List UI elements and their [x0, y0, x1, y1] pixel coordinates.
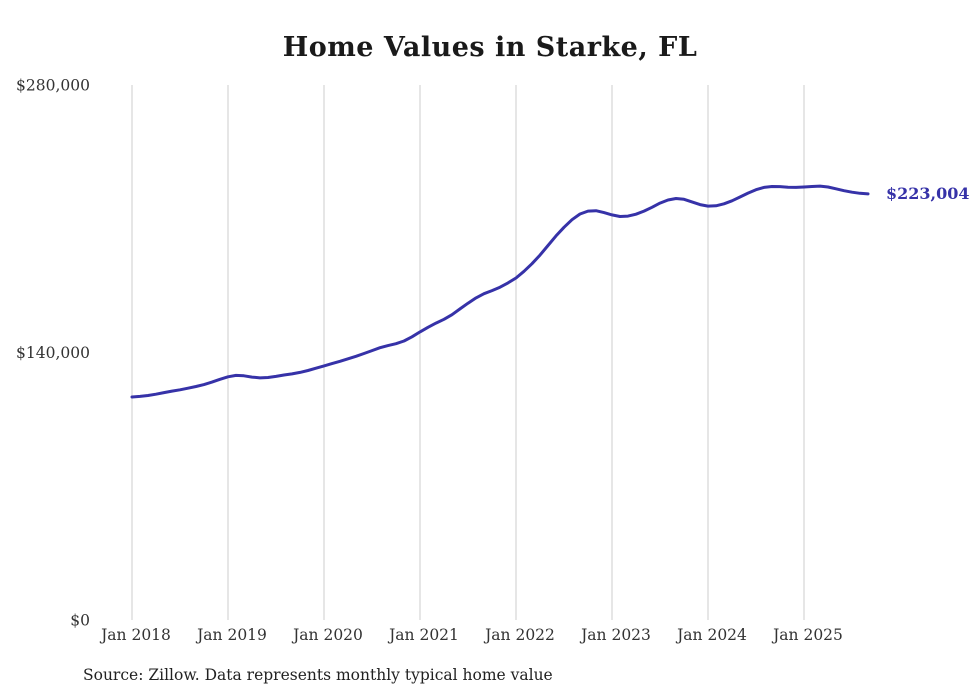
series-group [130, 184, 870, 399]
home-value-line [130, 184, 870, 399]
gridlines-group [131, 85, 805, 620]
source-note: Source: Zillow. Data represents monthly … [83, 666, 553, 684]
x-tick-label: Jan 2022 [483, 626, 555, 644]
x-axis-labels-group: Jan 2018 Jan 2019 Jan 2020 Jan 2021 Jan 2022… [99, 626, 843, 644]
x-tick-label: Jan 2018 [99, 626, 171, 644]
x-tick-label: Jan 2021 [387, 626, 459, 644]
x-tick-label: Jan 2019 [195, 626, 267, 644]
y-tick-label: $280,000 [16, 77, 90, 95]
y-tick-label: $0 [70, 612, 90, 630]
y-axis-labels-group: $0 $140,000 $280,000 [16, 77, 90, 630]
current-value-label: $223,004 [886, 183, 970, 203]
y-tick-label: $140,000 [16, 344, 90, 362]
x-tick-label: Jan 2024 [675, 626, 747, 644]
chart-title: Home Values in Starke, FL [282, 32, 698, 63]
x-tick-label: Jan 2023 [579, 626, 651, 644]
x-tick-label: Jan 2020 [291, 626, 363, 644]
x-tick-label: Jan 2025 [771, 626, 843, 644]
